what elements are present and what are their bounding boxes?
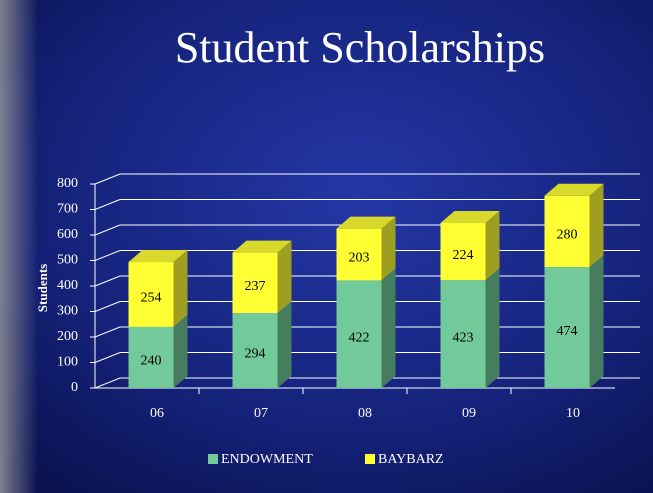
y-tick-label: 600 — [57, 227, 78, 242]
bar-side — [486, 268, 500, 388]
value-label: 254 — [141, 291, 162, 306]
chart-title: Student Scholarships — [175, 23, 545, 72]
bar-segment — [545, 184, 604, 267]
x-tick-label: 08 — [358, 406, 372, 421]
bar-segment — [441, 211, 500, 280]
background-edge — [0, 0, 38, 493]
value-label: 224 — [453, 248, 474, 263]
y-tick-label: 100 — [57, 355, 78, 370]
bar-segment — [233, 301, 292, 388]
bar-side — [174, 315, 188, 388]
slide: Student Scholarships Students 0 100 200 300… — [0, 0, 653, 493]
value-label: 240 — [141, 354, 162, 369]
legend-label: ENDOWMENT — [221, 452, 313, 467]
bar-side — [486, 211, 500, 280]
value-label: 294 — [245, 347, 266, 362]
bar-segment — [337, 268, 396, 388]
legend-swatch — [208, 454, 218, 464]
x-tick-label: 07 — [254, 406, 268, 421]
x-tick-label: 06 — [150, 406, 164, 421]
bar-side — [590, 255, 604, 388]
bar-side — [382, 268, 396, 388]
legend-label: BAYBARZ — [378, 452, 444, 467]
y-tick-label: 400 — [57, 278, 78, 293]
bar-segment — [233, 241, 292, 313]
y-tick-label: 0 — [71, 380, 78, 395]
value-label: 422 — [349, 330, 370, 345]
y-tick-label: 700 — [57, 202, 78, 217]
y-tick-label: 200 — [57, 329, 78, 344]
bar-segment — [129, 250, 188, 327]
bar-segment — [441, 268, 500, 388]
y-tick-label: 800 — [57, 176, 78, 191]
bar-side — [278, 241, 292, 313]
bar-side — [174, 250, 188, 327]
bar-segment — [337, 217, 396, 281]
y-axis-label: Students — [35, 264, 50, 312]
y-tick-label: 500 — [57, 253, 78, 268]
bar-segment — [545, 255, 604, 388]
value-label: 423 — [453, 330, 474, 345]
x-tick-label: 10 — [566, 406, 580, 421]
y-tick-label: 300 — [57, 304, 78, 319]
bar-side — [278, 301, 292, 388]
legend-swatch — [365, 454, 375, 464]
value-label: 280 — [557, 228, 578, 243]
bar-side — [590, 184, 604, 267]
value-label: 474 — [557, 324, 578, 339]
value-label: 237 — [245, 279, 266, 294]
value-label: 203 — [349, 251, 370, 266]
x-tick-label: 09 — [462, 406, 476, 421]
